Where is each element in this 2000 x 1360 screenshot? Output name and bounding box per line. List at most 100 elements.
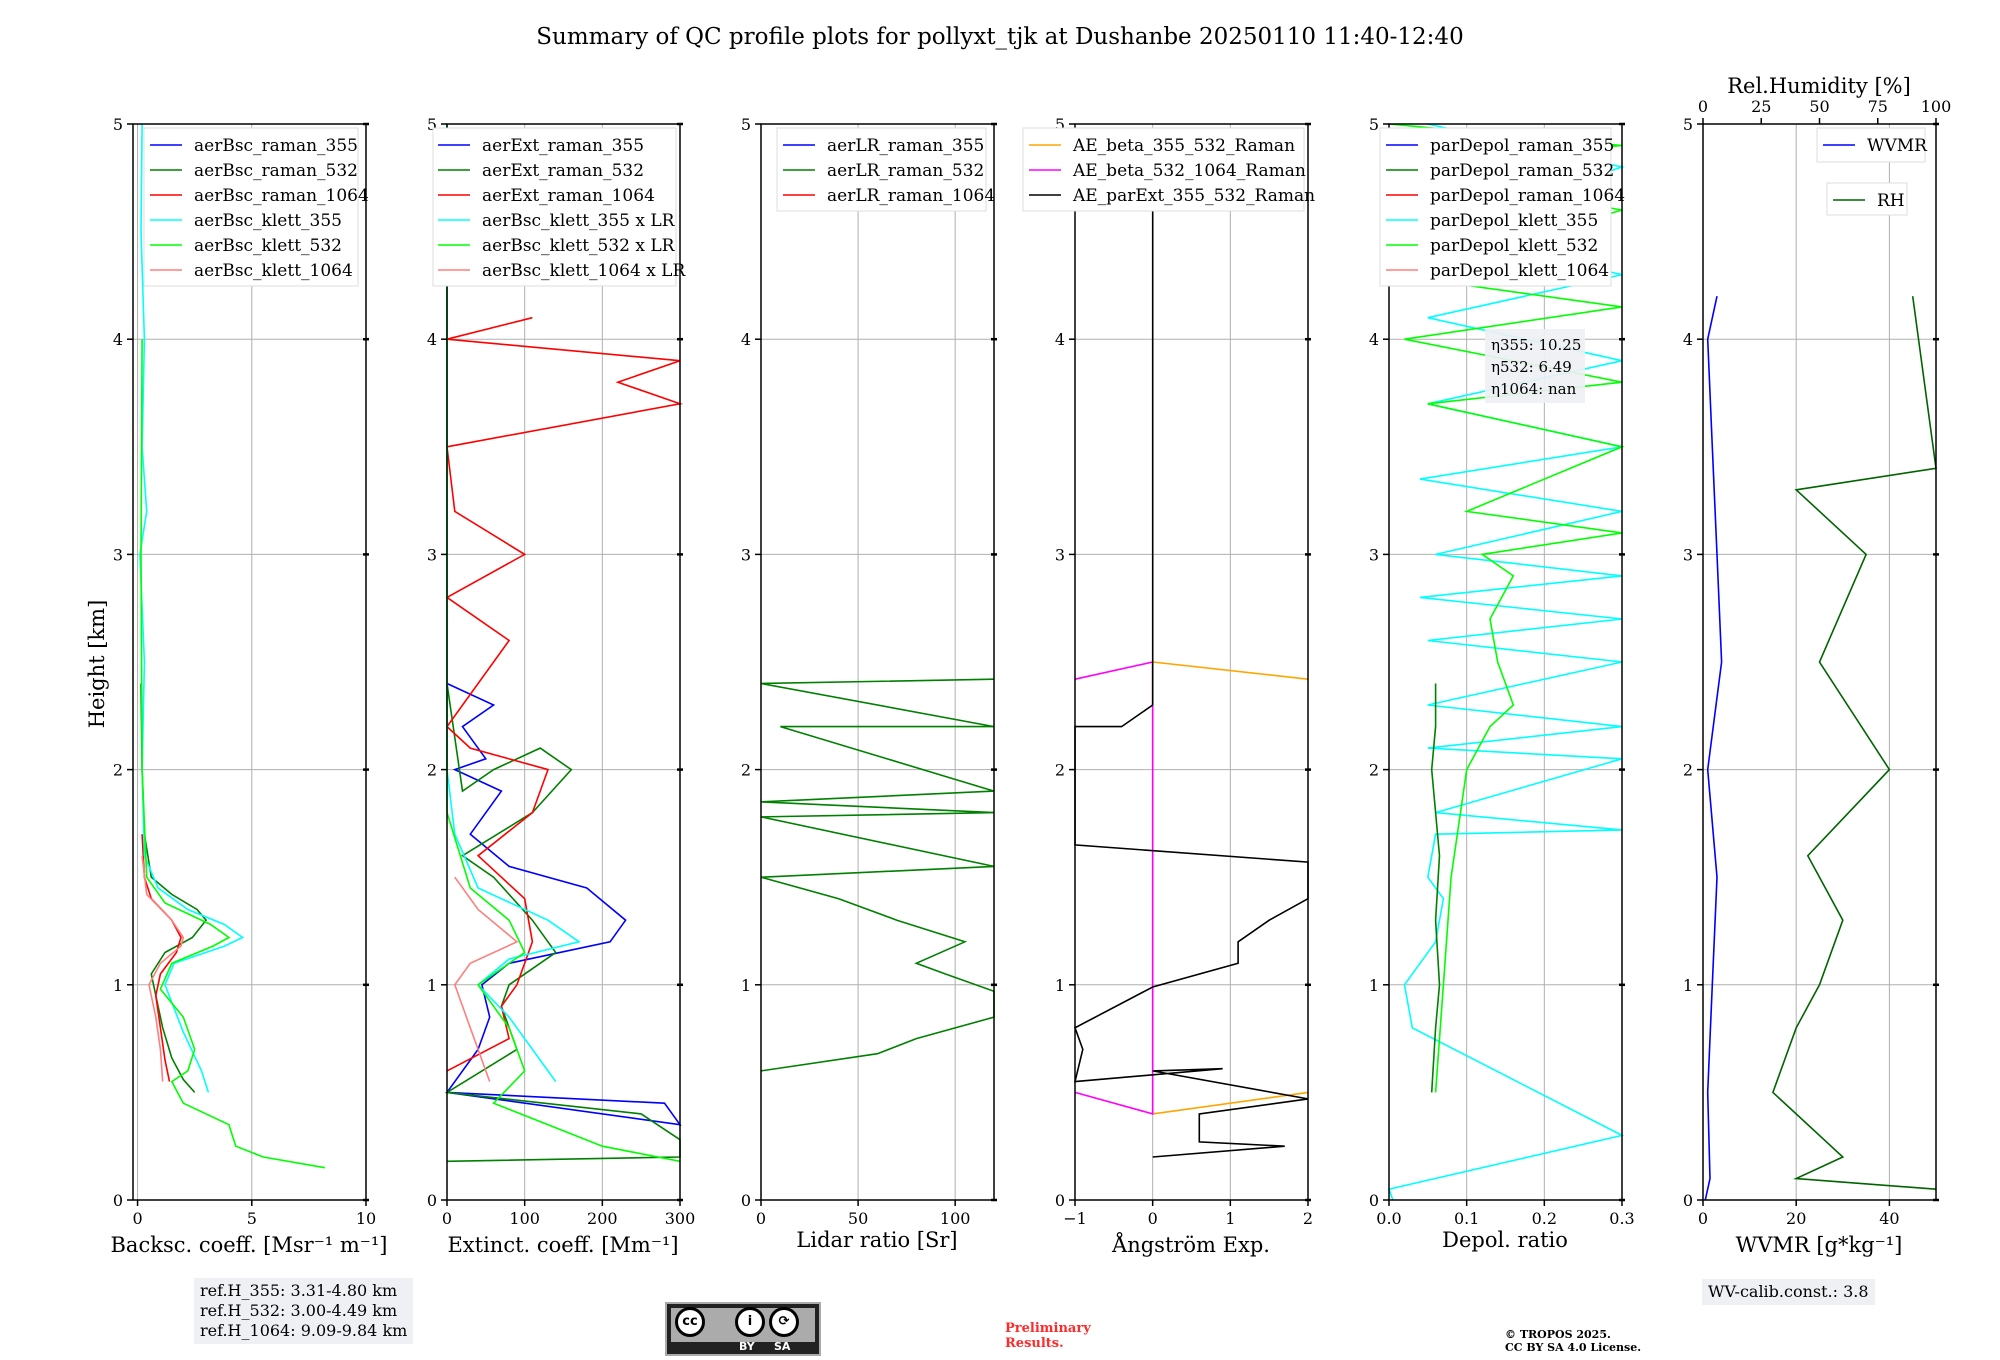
legend-entry-pardepol-raman-355: parDepol_raman_355 (1386, 136, 1614, 156)
backscatter-frame (132, 123, 367, 1201)
wv-ytick-label: 1 (1683, 976, 1693, 995)
legend-entry-aerbsc-klett-355-x-lr: aerBsc_klett_355 x LR (438, 211, 676, 231)
legend-label: aerBsc_raman_532 (194, 161, 358, 181)
cc-by-label: BY (739, 1340, 755, 1353)
backscatter-legend (143, 127, 359, 287)
legend-label: aerLR_raman_532 (827, 161, 984, 181)
legend-label: AE_beta_532_1064_Raman (1072, 161, 1306, 181)
wv-ytick-label: 2 (1683, 761, 1693, 780)
legend-label: aerLR_raman_1064 (827, 186, 995, 206)
ref-height-1064: ref.H_1064: 9.09-9.84 km (200, 1321, 408, 1340)
legend-label: aerExt_raman_355 (482, 136, 644, 156)
legend-label: parDepol_klett_1064 (1430, 261, 1609, 281)
backscatter-series (133, 123, 366, 1200)
ext-ytick-label: 5 (427, 115, 437, 134)
depolarization-legend-entries: parDepol_raman_355 parDepol_raman_532 parD… (1386, 136, 1625, 281)
series-aerbsc-klett-1064 (141, 855, 185, 1082)
humidity-x2label: Rel.Humidity [%] (1727, 74, 1911, 98)
wv-x2tick-label: 75 (1868, 97, 1888, 116)
bsc-ytick-label: 3 (113, 545, 123, 564)
series-ae-beta-532-1064-raman (1074, 661, 1154, 1115)
wv-ytick-label: 5 (1683, 115, 1693, 134)
legend-label: parDepol_raman_1064 (1430, 186, 1625, 206)
ae-ytick-label: 5 (1055, 115, 1065, 134)
angstrom-legend (1022, 127, 1305, 212)
wv-ytick-label: 0 (1683, 1191, 1693, 1210)
lr-ytick-label: 3 (741, 545, 751, 564)
ext-ytick-label: 0 (427, 1191, 437, 1210)
license-line-1: © TROPOS 2025. (1505, 1328, 1611, 1341)
backscatter-legend-entries: aerBsc_raman_355 aerBsc_raman_532 aerBsc_r… (150, 136, 369, 281)
legend-entry-pardepol-klett-1064: parDepol_klett_1064 (1386, 261, 1609, 281)
rh-legend (1826, 182, 1908, 216)
ae-ytick-label: 0 (1055, 1191, 1065, 1210)
lr-xtick-label: 100 (940, 1209, 971, 1228)
legend-entry-pardepol-klett-532: parDepol_klett_532 (1386, 236, 1598, 256)
series-aerbsc-klett-532-x-lr (446, 124, 681, 1163)
depol-xtick-label: 0.0 (1376, 1209, 1401, 1228)
wv-xtick-label: 40 (1879, 1209, 1899, 1228)
eta-355: η355: 10.25 (1491, 336, 1581, 354)
lr-xtick-label: 50 (848, 1209, 868, 1228)
depol-ytick-label: 5 (1369, 115, 1379, 134)
bsc-xtick-label: 10 (356, 1209, 376, 1228)
legend-entry-aerbsc-klett-532-x-lr: aerBsc_klett_532 x LR (438, 236, 676, 256)
ae-xtick-label: −1 (1063, 1209, 1087, 1228)
legend-entry-ae-beta-532-1064-raman: AE_beta_532_1064_Raman (1029, 161, 1306, 181)
license-note: © TROPOS 2025. CC BY SA 4.0 License. (1505, 1328, 1641, 1354)
depolarization-frame (1388, 123, 1623, 1201)
legend-entry-ae-beta-355-532-raman: AE_beta_355_532_Raman (1029, 136, 1295, 156)
extinction-frame (446, 123, 681, 1201)
preliminary-note: Preliminary Results. (1005, 1321, 1091, 1351)
ext-ytick-label: 2 (427, 761, 437, 780)
wv-x2tick-label: 0 (1698, 97, 1708, 116)
extinction-xlabel: Extinct. coeff. [Mm⁻¹] (447, 1233, 678, 1257)
ae-ytick-label: 2 (1055, 761, 1065, 780)
wv-xtick-label: 20 (1786, 1209, 1806, 1228)
legend-label: parDepol_raman_532 (1430, 161, 1614, 181)
legend-label: parDepol_klett_532 (1430, 236, 1598, 256)
ext-xtick-label: 0 (442, 1209, 452, 1228)
lidar-ratio-legend-entries: aerLR_raman_355 aerLR_raman_532 aerLR_rama… (783, 136, 995, 206)
panel-lidar-ratio: 0 50 100 0 1 2 3 4 5 Lidar ratio [Sr] aerLR_rama… (741, 115, 997, 1252)
ae-xtick-label: 0 (1148, 1209, 1158, 1228)
preliminary-line-2: Results. (1005, 1336, 1064, 1351)
bsc-ytick-label: 5 (113, 115, 123, 134)
legend-label: RH (1877, 191, 1905, 211)
depol-ytick-label: 1 (1369, 976, 1379, 995)
extinction-legend (432, 127, 677, 287)
legend-label: aerBsc_klett_532 (194, 236, 342, 256)
eta-532: η532: 6.49 (1491, 358, 1572, 376)
legend-entry-aerbsc-raman-532: aerBsc_raman_532 (150, 161, 358, 181)
legend-entry-aerbsc-klett-1064: aerBsc_klett_1064 (150, 261, 353, 281)
legend-entry-wvmr: WVMR (1823, 136, 1928, 156)
series-aerbsc-klett-1064-x-lr (453, 876, 519, 1082)
bsc-xtick-label: 5 (247, 1209, 257, 1228)
cc-logo-icon: cc (675, 1307, 705, 1337)
legend-label: aerLR_raman_355 (827, 136, 984, 156)
series-ae-parext-355-532-raman (1073, 210, 1309, 1158)
legend-entry-pardepol-klett-355: parDepol_klett_355 (1386, 211, 1598, 231)
ext-ytick-label: 3 (427, 545, 437, 564)
depol-ytick-label: 4 (1369, 330, 1379, 349)
series-wvmr (1704, 296, 1723, 1201)
bsc-ytick-label: 2 (113, 761, 123, 780)
ae-xtick-label: 2 (1303, 1209, 1313, 1228)
angstrom-legend-entries: AE_beta_355_532_Raman AE_beta_532_1064_Ra… (1029, 136, 1315, 206)
wv-ytick-label: 3 (1683, 545, 1693, 564)
cc-license-badge: cc i ⟳ BY SA (665, 1302, 821, 1356)
lr-xtick-label: 0 (756, 1209, 766, 1228)
legend-entry-aerbsc-klett-1064-x-lr: aerBsc_klett_1064 x LR (438, 261, 686, 281)
series-aerext-raman-532 (444, 683, 681, 1163)
legend-label: aerBsc_klett_1064 x LR (482, 261, 686, 281)
legend-entry-aerbsc-klett-355: aerBsc_klett_355 (150, 211, 342, 231)
depol-ytick-label: 0 (1369, 1191, 1379, 1210)
legend-label: aerBsc_raman_355 (194, 136, 358, 156)
legend-entry-aerlr-raman-532: aerLR_raman_532 (783, 161, 984, 181)
series-pardepol-raman-532 (1430, 683, 1441, 1093)
legend-entry-aerext-raman-355: aerExt_raman_355 (438, 136, 644, 156)
ref-height-355: ref.H_355: 3.31-4.80 km (200, 1281, 398, 1300)
lidar-ratio-series (760, 124, 995, 1200)
eta-1064: η1064: nan (1491, 380, 1577, 398)
